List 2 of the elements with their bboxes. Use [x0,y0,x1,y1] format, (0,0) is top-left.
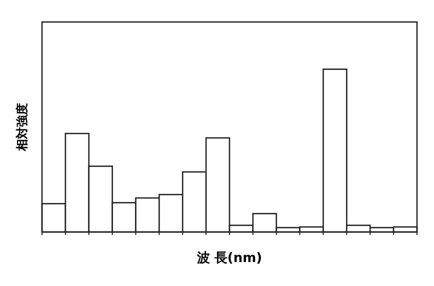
y-axis-title: 相対強度 [15,103,29,152]
x-axis-title: 波 長(nm) [196,251,262,266]
